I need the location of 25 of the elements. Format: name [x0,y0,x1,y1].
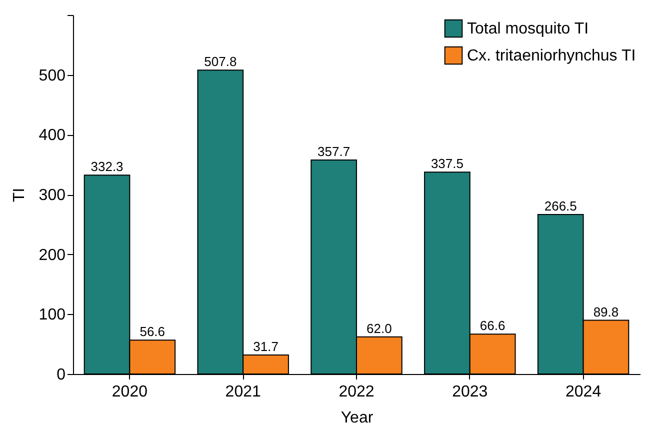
data-label: 31.7 [253,339,278,354]
data-label: 357.7 [318,144,350,159]
y-tick-label: 300 [38,187,66,204]
data-label: 56.6 [140,324,166,340]
data-label: 332.3 [90,159,124,174]
y-tick-label: 500 [38,67,66,84]
y-tick-label: 100 [38,306,66,324]
data-label: 337.5 [430,156,464,172]
y-tick-label: 0 [56,366,66,384]
x-tick-label: 2024 [566,384,602,400]
x-tick-label: 2020 [112,384,148,400]
data-label: 507.8 [204,54,237,70]
x-tick-label: 2021 [225,384,261,400]
x-tick-label: 2023 [452,384,488,400]
y-tick-label: 200 [38,246,66,264]
legend-label: Total mosquito TI [467,20,589,38]
legend-label: Cx. tritaeniorhynchus TI [467,48,636,64]
x-axis-title: Year [340,410,374,426]
data-label: 266.5 [544,198,577,214]
data-label: 66.6 [480,318,506,334]
data-label: 89.8 [593,304,619,320]
y-axis-title: TI [10,188,28,202]
x-tick-label: 2022 [338,384,374,400]
data-label: 62.0 [366,320,392,336]
y-tick-label: 400 [38,127,66,144]
